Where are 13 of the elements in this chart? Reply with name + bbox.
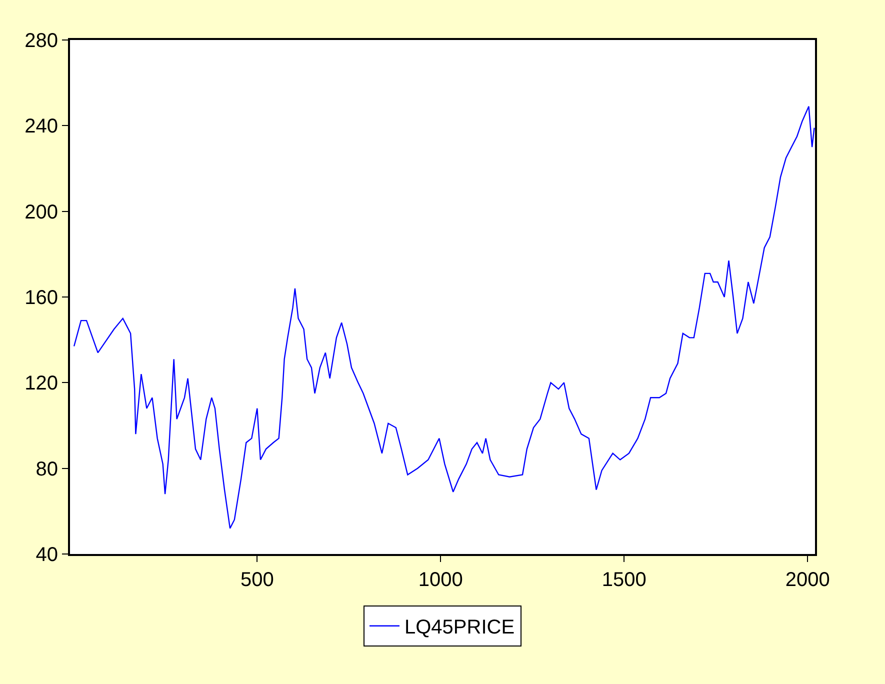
- y-tick-label: 80: [36, 458, 58, 480]
- x-tick-label: 1000: [418, 569, 463, 591]
- y-tick-label: 120: [24, 372, 58, 395]
- y-tick-label: 280: [24, 30, 58, 52]
- y-tick-label: 160: [24, 287, 58, 309]
- y-tick-label: 40: [36, 544, 58, 566]
- line-series: [73, 106, 815, 529]
- legend-label: LQ45PRICE: [404, 616, 515, 639]
- x-tick-label: 500: [240, 569, 274, 591]
- x-tick-label: 2000: [785, 569, 830, 591]
- y-tick-label: 240: [24, 116, 58, 138]
- x-tick-label: 1500: [602, 569, 646, 591]
- y-tick-label: 200: [24, 201, 58, 224]
